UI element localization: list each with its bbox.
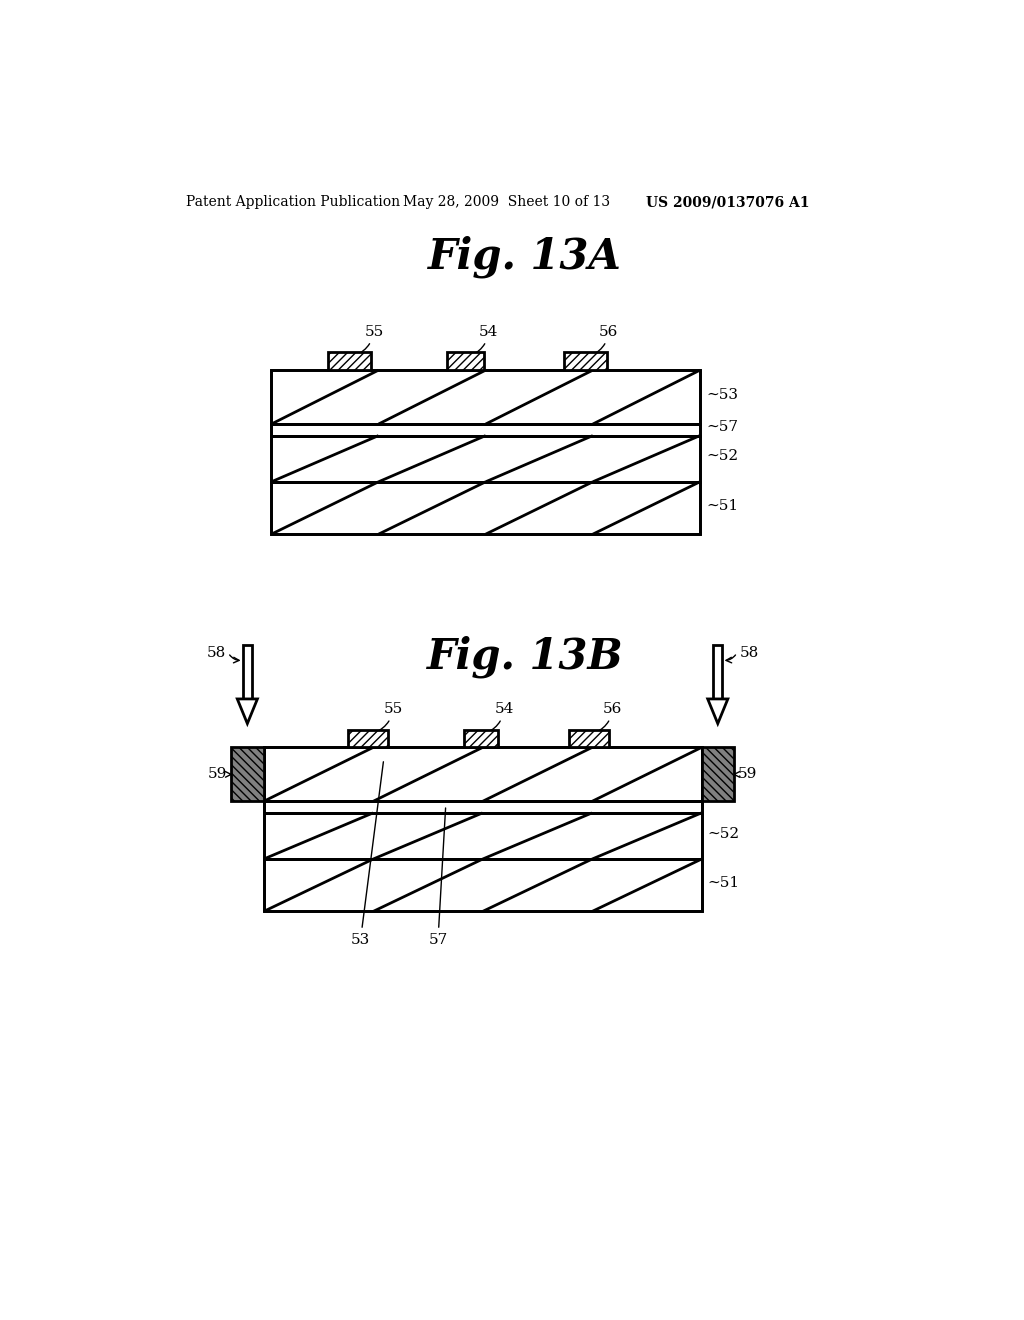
Text: 59: 59 (738, 767, 758, 781)
Bar (271, 482, 700, 535)
Text: ∼52: ∼52 (708, 826, 739, 841)
Text: ∼52: ∼52 (707, 449, 738, 463)
Bar (701, 747, 734, 801)
Bar (564, 352, 607, 370)
Text: 58: 58 (739, 645, 759, 660)
Text: 58: 58 (207, 645, 225, 660)
Text: ∼57: ∼57 (707, 420, 738, 434)
Bar (714, 645, 722, 700)
Text: 54: 54 (487, 702, 514, 733)
Bar (231, 747, 263, 801)
Text: Patent Application Publication: Patent Application Publication (186, 195, 400, 210)
Bar (271, 424, 700, 436)
Bar (271, 436, 700, 482)
Text: US 2009/0137076 A1: US 2009/0137076 A1 (646, 195, 809, 210)
Bar (271, 436, 700, 482)
Text: ∼53: ∼53 (707, 388, 738, 401)
Bar (464, 730, 499, 747)
Text: Fig. 13B: Fig. 13B (426, 636, 624, 678)
Text: 55: 55 (355, 325, 384, 355)
Text: Fig. 13A: Fig. 13A (428, 235, 622, 279)
Text: 54: 54 (472, 325, 499, 355)
Bar (271, 424, 700, 436)
Text: 53: 53 (351, 762, 383, 946)
Text: ∼51: ∼51 (708, 876, 739, 890)
Bar (271, 370, 700, 424)
Bar (271, 482, 700, 535)
Text: ∼51: ∼51 (707, 499, 738, 512)
Text: 55: 55 (375, 702, 403, 733)
Bar (271, 370, 700, 424)
Bar (348, 730, 388, 747)
Text: 56: 56 (592, 325, 618, 355)
Text: 57: 57 (428, 808, 447, 946)
Bar (263, 859, 701, 911)
Bar (263, 859, 701, 911)
Bar (263, 747, 701, 801)
Bar (263, 801, 701, 813)
Polygon shape (708, 700, 728, 723)
Bar (569, 730, 609, 747)
Polygon shape (238, 700, 257, 723)
Text: 56: 56 (596, 702, 623, 733)
Bar (446, 352, 483, 370)
Bar (263, 747, 701, 801)
Text: 59: 59 (208, 767, 227, 781)
Bar (263, 813, 701, 859)
Bar (263, 801, 701, 813)
Bar (243, 645, 252, 700)
Bar (263, 813, 701, 859)
Bar (328, 352, 371, 370)
Text: May 28, 2009  Sheet 10 of 13: May 28, 2009 Sheet 10 of 13 (403, 195, 610, 210)
